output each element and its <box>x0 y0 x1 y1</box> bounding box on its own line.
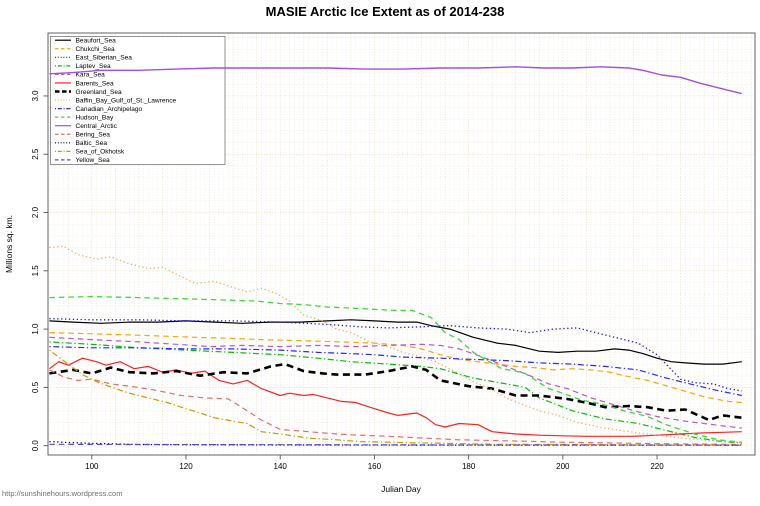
series-Sea_of_Okhotsk <box>49 349 742 446</box>
y-tick-label: 0.0 <box>31 440 40 452</box>
legend-label: Greenland_Sea <box>76 89 123 96</box>
watermark-url: http://sunshinehours.wordpress.com <box>2 489 122 498</box>
legend-item: Yellow_Sea <box>55 157 110 164</box>
series-Hudson_Bay <box>49 295 742 443</box>
series-Kara_Sea <box>49 336 742 429</box>
legend-label: Hudson_Bay <box>76 114 114 121</box>
x-tick-label: 160 <box>368 462 382 471</box>
series-Beaufort_Sea <box>49 319 742 365</box>
legend-item: Baffin_Bay_Gulf_of_St._Lawrence <box>55 97 177 104</box>
y-tick-label: 0.5 <box>31 381 40 393</box>
legend-label: Yellow_Sea <box>76 157 111 164</box>
legend-label: Baffin_Bay_Gulf_of_St._Lawrence <box>76 97 177 104</box>
y-tick-label: 1.0 <box>31 323 40 335</box>
y-tick-label: 2.0 <box>31 206 40 218</box>
x-tick-label: 100 <box>85 462 99 471</box>
legend-item: Beaufort_Sea <box>55 38 116 45</box>
series-Bering_Sea <box>49 369 742 446</box>
x-tick-label: 220 <box>650 462 664 471</box>
series-Canadian_Archipelago <box>49 346 742 397</box>
legend-item: Hudson_Bay <box>55 114 114 121</box>
series-Baltic_Sea <box>49 441 742 446</box>
x-axis: 100 120 140 160 180 200 220 <box>85 455 664 471</box>
x-axis-label: Julian Day <box>381 484 421 494</box>
series-Central_Arctic <box>49 66 742 95</box>
legend-label: Kara_Sea <box>76 72 106 79</box>
legend-item: Baltic_Sea <box>55 140 107 147</box>
legend-label: East_Siberian_Sea <box>76 55 133 62</box>
legend-label: Beaufort_Sea <box>76 38 117 45</box>
legend-label: Canadian_Archipelago <box>76 106 143 113</box>
legend-item: Chukchi_Sea <box>55 46 115 53</box>
legend-label: Barents_Sea <box>76 80 114 87</box>
legend-item: Canadian_Archipelago <box>55 106 143 113</box>
x-tick-label: 200 <box>556 462 570 471</box>
legend-item: Central_Arctic <box>55 123 118 130</box>
y-tick-label: 1.5 <box>31 265 40 277</box>
legend-label: Chukchi_Sea <box>76 46 116 53</box>
x-tick-label: 120 <box>179 462 193 471</box>
legend-label: Central_Arctic <box>76 123 118 130</box>
grid <box>48 33 755 455</box>
legend-box <box>50 36 226 165</box>
series-East_Siberian_Sea <box>49 317 742 392</box>
legend-label: Bering_Sea <box>76 132 111 139</box>
legend-item: East_Siberian_Sea <box>55 55 132 62</box>
legend-item: Laptev_Sea <box>55 63 111 70</box>
series-Greenland_Sea <box>49 362 742 422</box>
legend-item: Kara_Sea <box>55 72 105 79</box>
y-tick-label: 3.0 <box>31 90 40 102</box>
legend-item: Greenland_Sea <box>55 89 122 96</box>
chart-title: MASIE Arctic Ice Extent as of 2014-238 <box>266 4 505 19</box>
x-tick-label: 180 <box>462 462 476 471</box>
y-axis-label: Millions sq. km. <box>4 215 14 273</box>
legend-item: Barents_Sea <box>55 80 114 87</box>
series-Barents_Sea <box>49 357 742 437</box>
legend-label: Laptev_Sea <box>76 63 112 70</box>
y-axis: 0.0 0.5 1.0 1.5 2.0 2.5 3.0 <box>31 90 48 451</box>
y-tick-label: 2.5 <box>31 148 40 160</box>
series-Laptev_Sea <box>49 341 742 444</box>
plot-border <box>47 32 756 456</box>
legend-item: Bering_Sea <box>55 132 110 139</box>
x-tick-label: 140 <box>274 462 288 471</box>
legend-item: Sea_of_Okhotsk <box>55 149 125 156</box>
series-Yellow_Sea <box>49 443 742 446</box>
series-lines <box>49 66 742 446</box>
legend-label: Sea_of_Okhotsk <box>76 149 125 156</box>
plot: 100 120 140 160 180 200 220 0.0 0.5 1.0 1.5 2.0 2.5 3… <box>31 32 756 471</box>
legend-label: Baltic_Sea <box>76 140 108 147</box>
series-Baffin_Bay_Gulf_of_St._Lawrence <box>49 245 742 443</box>
series-Chukchi_Sea <box>49 332 742 404</box>
